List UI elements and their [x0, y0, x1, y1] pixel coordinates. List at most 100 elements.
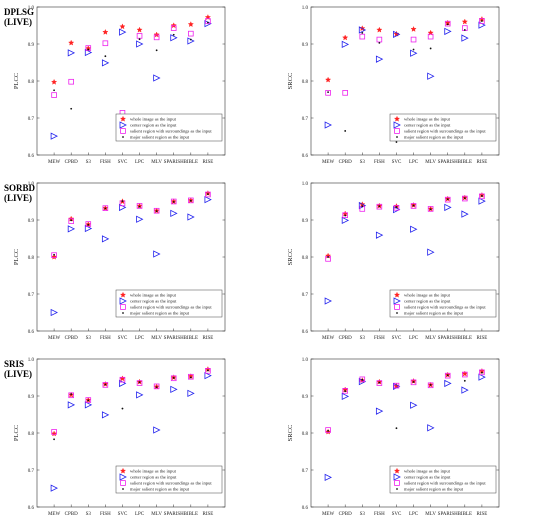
- data-point-center: [410, 401, 418, 409]
- data-point-major: [481, 371, 483, 374]
- x-tick-label: SVC: [392, 160, 402, 165]
- data-point-whole: [376, 26, 383, 33]
- x-tick-label: LPC: [409, 512, 419, 517]
- y-axis-label: SRCC: [287, 249, 294, 266]
- data-point-salient: [136, 380, 143, 386]
- data-point-salient: [410, 36, 417, 43]
- data-point-center: [375, 407, 384, 415]
- x-tick-label: MEW: [322, 512, 335, 517]
- data-point-center: [136, 40, 144, 48]
- data-point-salient: [462, 371, 468, 378]
- data-point-salient: [85, 45, 92, 51]
- data-point-salient: [427, 382, 434, 389]
- legend-box: [115, 289, 223, 318]
- y-tick-label: 0.8: [302, 432, 309, 437]
- data-point-salient: [188, 373, 194, 380]
- data-point-major: [429, 208, 432, 211]
- data-point-center: [136, 215, 144, 223]
- data-point-major: [53, 438, 55, 441]
- data-point-major: [481, 20, 483, 22]
- data-point-major: [207, 21, 209, 24]
- legend-label-whole: whole image as the input: [130, 117, 177, 122]
- data-point-salient: [120, 480, 126, 486]
- data-point-salient: [205, 368, 211, 374]
- y-tick-label: 0.9: [302, 219, 309, 224]
- x-tick-label: MLV: [151, 160, 162, 165]
- data-point-salient: [188, 30, 194, 37]
- data-point-major: [207, 193, 209, 196]
- x-tick-label: CPBD: [339, 336, 352, 341]
- data-point-whole: [51, 253, 58, 260]
- data-point-salient: [205, 18, 211, 24]
- x-tick-label: FISH: [374, 512, 385, 517]
- chart-panel-dplsg-srcc: 0.6 0.7 0.8 0.9 1.0 MEW CPBD S3 FISH SVC LPC MLV SPA…: [287, 6, 500, 165]
- data-point-salient: [120, 128, 126, 134]
- data-point-salient: [479, 369, 485, 376]
- data-point-center: [427, 72, 435, 80]
- legend-label-whole: whole image as the input: [404, 293, 451, 298]
- y-tick-label: 0.7: [302, 117, 309, 122]
- chart-panel-dplsg-plcc: 0.6 0.7 0.8 0.9 1.0 MEW CPBD S3 FISH SVC LPC MLV SPA…: [13, 6, 226, 165]
- data-point-center: [478, 373, 486, 381]
- y-tick-label: 0.7: [302, 469, 309, 474]
- legend-label-major: major salient region as the input: [404, 135, 464, 140]
- chart-panel-sorbd-plcc: 0.6 0.7 0.8 0.9 1.0 MEW CPBD S3 FISH SVC LPC MLV SPA…: [13, 182, 226, 341]
- legend-label-center: center region as the input: [404, 299, 451, 304]
- y-tick-label: 1.0: [28, 358, 35, 363]
- data-point-center: [170, 385, 178, 393]
- data-point-major: [70, 107, 73, 110]
- data-point-major: [104, 207, 107, 210]
- x-tick-label: SPARISH: [438, 512, 458, 517]
- x-tick-label: RISE: [476, 512, 487, 517]
- data-point-major: [361, 378, 364, 381]
- data-point-center: [393, 30, 401, 39]
- x-tick-label: SVC: [118, 336, 128, 341]
- data-point-center: [119, 121, 127, 129]
- x-tick-label: MEW: [48, 160, 61, 165]
- x-tick-label: S3: [360, 336, 366, 341]
- data-point-center: [393, 205, 401, 214]
- data-point-salient: [325, 90, 331, 96]
- y-tick-label: 0.7: [28, 117, 35, 122]
- data-point-center: [375, 55, 384, 63]
- data-point-salient: [68, 78, 74, 85]
- row-title: SORBD: [4, 183, 36, 193]
- data-point-major: [344, 390, 347, 393]
- y-tick-label: 0.8: [28, 432, 35, 437]
- data-point-major: [104, 55, 107, 58]
- x-tick-label: CPBD: [65, 336, 78, 341]
- data-point-salient: [85, 397, 92, 403]
- data-point-whole: [51, 430, 58, 437]
- data-point-major: [327, 429, 329, 432]
- data-point-major: [189, 199, 192, 202]
- legend-label-salient: salient region with surroundings as the …: [404, 481, 486, 486]
- data-point-major: [138, 38, 141, 41]
- data-point-major: [463, 197, 466, 200]
- x-tick-label: BIBLE: [184, 336, 198, 341]
- x-tick-label: RISE: [202, 512, 213, 517]
- y-axis-label: SRCC: [287, 73, 294, 90]
- data-point-center: [50, 132, 58, 140]
- data-point-major: [378, 381, 381, 384]
- data-point-center: [478, 197, 486, 205]
- data-point-center: [67, 225, 76, 233]
- data-point-whole: [393, 115, 401, 122]
- legend-box: [389, 465, 497, 494]
- data-point-major: [463, 379, 466, 382]
- data-point-major: [87, 399, 90, 402]
- x-tick-label: MLV: [425, 160, 436, 165]
- data-point-major: [70, 393, 73, 396]
- legend-label-major: major salient region as the input: [130, 311, 190, 316]
- data-point-major: [463, 29, 466, 31]
- data-point-major: [122, 136, 124, 138]
- data-point-center: [119, 297, 127, 305]
- data-point-whole: [461, 18, 468, 25]
- data-point-center: [84, 48, 93, 57]
- data-point-salient: [479, 18, 485, 24]
- x-tick-label: FISH: [100, 336, 111, 341]
- data-point-salient: [205, 191, 211, 198]
- data-point-salient: [444, 196, 451, 203]
